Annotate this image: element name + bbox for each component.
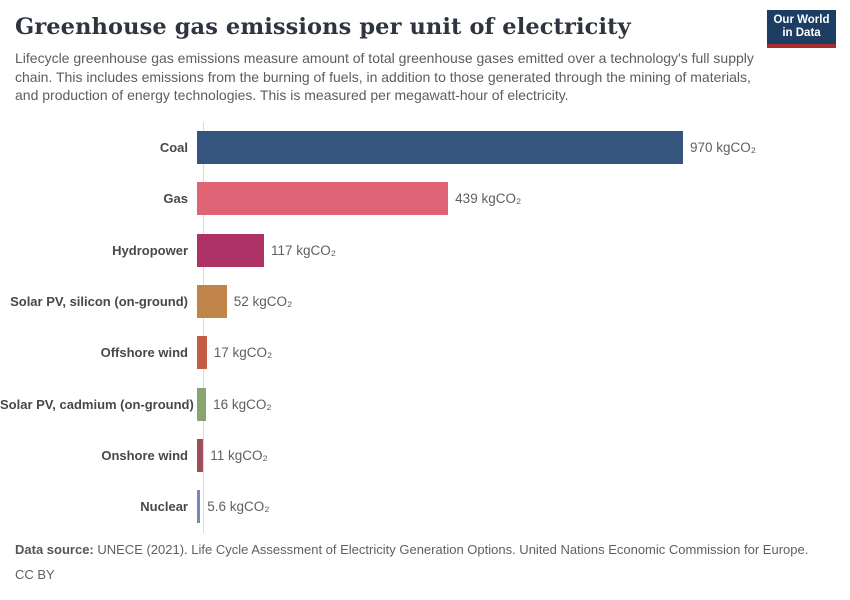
chart-row: Offshore wind 17 kgCO₂ — [0, 327, 850, 378]
category-label: Coal — [159, 140, 188, 156]
bar-track: 970 kgCO₂ — [196, 131, 756, 165]
category-label: Solar PV, cadmium (on-ground) — [0, 396, 194, 412]
chart-row: Solar PV, cadmium (on-ground) 16 kgCO₂ — [0, 378, 850, 429]
data-source-line: Data source: UNECE (2021). Life Cycle As… — [15, 542, 835, 557]
bar-track: 52 kgCO₂ — [196, 285, 756, 319]
value-label: 117 kgCO₂ — [270, 242, 336, 258]
chart-header: Greenhouse gas emissions per unit of ele… — [15, 14, 835, 105]
bar[interactable] — [197, 438, 204, 472]
chart-row: Coal 970 kgCO₂ — [0, 122, 850, 173]
bar-track: 17 kgCO₂ — [196, 336, 756, 370]
bar-chart: Coal 970 kgCO₂ Gas 439 kgCO₂ Hydropower 117 k… — [0, 122, 850, 533]
bar[interactable] — [197, 233, 264, 267]
data-source-text: UNECE (2021). Life Cycle Assessment of E… — [93, 542, 809, 557]
bar[interactable] — [197, 182, 449, 216]
value-label: 970 kgCO₂ — [689, 140, 756, 156]
bar[interactable] — [197, 131, 683, 165]
category-label: Nuclear — [140, 499, 188, 515]
chart-rows: Coal 970 kgCO₂ Gas 439 kgCO₂ Hydropower 117 k… — [0, 122, 850, 532]
category-label: Onshore wind — [101, 447, 188, 463]
category-label: Hydropower — [112, 242, 188, 258]
value-label: 17 kgCO₂ — [213, 345, 273, 361]
license-label: CC BY — [15, 567, 55, 582]
value-label: 11 kgCO₂ — [210, 447, 268, 463]
bar-track: 16 kgCO₂ — [196, 387, 756, 421]
data-source-label: Data source: — [15, 542, 94, 557]
bar-track: 5.6 kgCO₂ — [196, 490, 756, 524]
value-label: 5.6 kgCO₂ — [207, 499, 270, 515]
value-label: 439 kgCO₂ — [455, 191, 522, 207]
category-label: Offshore wind — [100, 345, 188, 361]
logo-line2: in Data — [782, 27, 821, 39]
category-label: Gas — [163, 191, 188, 207]
chart-row: Nuclear 5.6 kgCO₂ — [0, 481, 850, 532]
bar-track: 117 kgCO₂ — [196, 233, 756, 267]
chart-footer: Data source: UNECE (2021). Life Cycle As… — [15, 542, 835, 582]
bar[interactable] — [197, 285, 227, 319]
bar[interactable] — [197, 387, 207, 421]
bar[interactable] — [197, 336, 207, 370]
chart-subtitle: Lifecycle greenhouse gas emissions measu… — [15, 50, 754, 103]
y-axis-line — [203, 122, 204, 533]
logo-line1: Our World — [773, 14, 830, 26]
bar-track: 11 kgCO₂ — [196, 438, 756, 472]
page-title: Greenhouse gas emissions per unit of ele… — [15, 14, 631, 40]
chart-row: Onshore wind 11 kgCO₂ — [0, 430, 850, 481]
chart-row: Hydropower 117 kgCO₂ — [0, 225, 850, 276]
bar-track: 439 kgCO₂ — [196, 182, 756, 216]
chart-row: Gas 439 kgCO₂ — [0, 173, 850, 224]
bar[interactable] — [197, 490, 201, 524]
category-label: Solar PV, silicon (on-ground) — [10, 294, 188, 310]
value-label: 16 kgCO₂ — [213, 396, 272, 412]
value-label: 52 kgCO₂ — [233, 294, 293, 310]
owid-logo[interactable]: Our World in Data — [767, 10, 836, 48]
chart-row: Solar PV, silicon (on-ground) 52 kgCO₂ — [0, 276, 850, 327]
